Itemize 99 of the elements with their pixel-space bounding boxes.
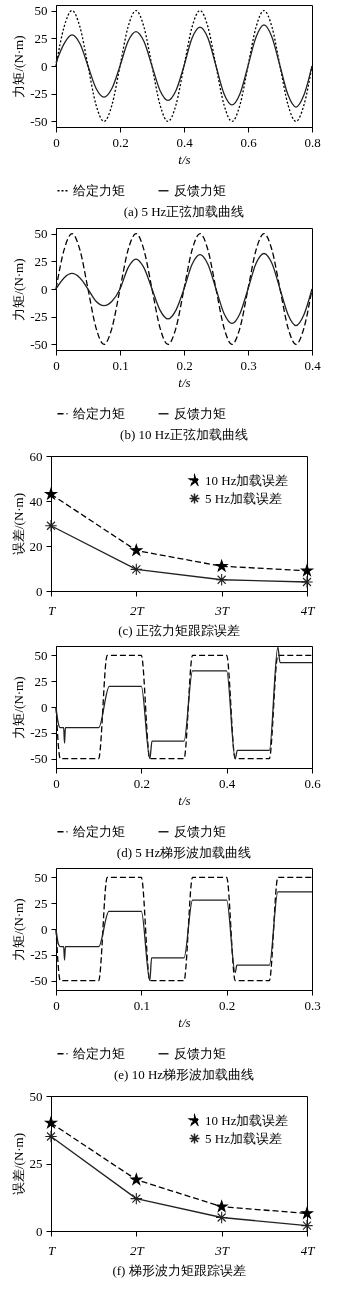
x-tick-label: 4T	[300, 602, 316, 618]
legend-label: 5 Hz加载误差	[205, 490, 282, 506]
y-tick-label: 0	[41, 58, 48, 74]
legend-label: 5 Hz加载误差	[205, 1130, 282, 1146]
legend-label: 反馈力矩	[174, 823, 226, 839]
x-tick-label: 0.3	[240, 357, 257, 373]
text: (f) 梯形波力矩跟踪误差	[112, 1263, 246, 1278]
y-tick-label: -50	[30, 973, 48, 989]
text: (a) 5 Hz正弦加载曲线	[123, 204, 245, 219]
x-tick-label: T	[47, 1242, 56, 1258]
legend-label: 10 Hz加载误差	[205, 1112, 289, 1128]
y-tick-label: 0	[41, 921, 48, 937]
x-tick-label: 2T	[129, 602, 145, 618]
legend-label: 反馈力矩	[174, 1045, 226, 1061]
legend-label: 给定力矩	[73, 823, 125, 839]
point	[301, 1207, 313, 1219]
point	[300, 1219, 314, 1232]
x-tick-label: 0.2	[112, 134, 129, 150]
y-tick-label: 0	[36, 1223, 43, 1239]
y-tick-label: 25	[34, 30, 48, 46]
y-tick-label: 50	[34, 226, 48, 242]
x-tick-label: 0.2	[133, 775, 150, 791]
y-tick-label: 60	[29, 448, 43, 464]
y-tick-label: 25	[29, 1156, 43, 1171]
point	[130, 1192, 143, 1205]
x-axis-title: t/s	[178, 792, 191, 808]
x-tick-label: 0.4	[176, 134, 194, 150]
x-tick-label: 0.8	[304, 134, 321, 150]
legend-label: 给定力矩	[73, 1045, 125, 1061]
point	[215, 1211, 228, 1224]
legend-label: 反馈力矩	[174, 405, 226, 421]
point	[215, 560, 228, 572]
x-tick-label: 0	[53, 357, 60, 373]
point	[301, 564, 313, 576]
x-tick-label: 3T	[214, 602, 230, 618]
x-tick-label: 0.6	[304, 775, 322, 791]
y-tick-label: 0	[36, 583, 43, 599]
y-tick-label: -25	[30, 309, 48, 325]
x-axis-title: t/s	[178, 151, 191, 167]
point	[44, 1130, 58, 1143]
y-axis-title: 力矩/(N·m)	[11, 676, 27, 739]
y-tick-label: 0	[41, 699, 48, 715]
y-axis-title: 误差/(N·m)	[10, 492, 26, 556]
x-tick-label: 0	[53, 997, 60, 1013]
legend-label: 反馈力矩	[174, 182, 226, 198]
point	[130, 563, 143, 576]
x-tick-label: 0.4	[304, 357, 322, 373]
x-tick-label: 0.6	[240, 134, 258, 150]
y-axis-title: 力矩/(N·m)	[11, 898, 27, 961]
y-tick-label: 20	[29, 538, 43, 554]
x-tick-label: 0.1	[112, 357, 129, 373]
y-tick-label: -50	[30, 113, 48, 129]
x-tick-label: 0	[53, 134, 60, 150]
y-tick-label: 50	[34, 647, 48, 663]
point	[215, 573, 228, 586]
text: (d) 5 Hz梯形波加载曲线	[116, 845, 252, 860]
x-tick-label: 0.3	[304, 997, 321, 1013]
text: (b) 10 Hz正弦加载曲线	[120, 427, 248, 442]
y-tick-label: 40	[29, 493, 43, 509]
y-tick-label: 25	[34, 253, 48, 269]
x-tick-label: 4T	[300, 1242, 316, 1258]
y-tick-label: -25	[30, 725, 48, 741]
point	[300, 575, 314, 589]
text: (c) 正弦力矩跟踪误差	[118, 623, 240, 638]
point	[45, 1116, 57, 1129]
line-series	[55, 24, 313, 108]
y-tick-label: 50	[29, 1088, 43, 1104]
text: (e) 10 Hz梯形波加载曲线	[113, 1067, 255, 1082]
y-axis-title: 误差/(N·m)	[10, 1132, 26, 1196]
y-tick-label: -25	[30, 947, 48, 963]
point	[215, 1200, 228, 1212]
y-axis-title: 力矩/(N·m)	[11, 258, 27, 321]
line-series	[55, 252, 313, 327]
x-tick-label: 0.4	[219, 775, 236, 791]
x-tick-label: T	[47, 602, 56, 618]
legend-label: 给定力矩	[73, 405, 125, 421]
x-tick-label: 3T	[214, 1242, 230, 1258]
point	[45, 488, 57, 500]
legend-label: 给定力矩	[73, 182, 125, 198]
x-tick-label: 0.1	[133, 997, 150, 1013]
point	[130, 1173, 143, 1185]
y-tick-label: -50	[30, 751, 48, 767]
y-tick-label: 50	[34, 3, 48, 19]
y-tick-label: 0	[41, 281, 48, 297]
y-tick-label: 25	[34, 673, 48, 689]
x-tick-label: 0	[53, 775, 60, 791]
x-axis-title: t/s	[178, 1014, 191, 1030]
y-tick-label: -50	[30, 336, 48, 352]
x-axis-title: t/s	[178, 374, 191, 390]
x-tick-label: 2T	[129, 1242, 145, 1258]
point	[130, 544, 143, 556]
y-axis-title: 力矩/(N·m)	[11, 35, 27, 98]
x-tick-label: 0.2	[219, 997, 236, 1013]
y-tick-label: 25	[34, 895, 48, 911]
y-tick-label: -25	[30, 86, 48, 102]
point	[44, 519, 58, 532]
legend-label: 10 Hz加载误差	[205, 472, 289, 488]
y-tick-label: 50	[34, 869, 48, 885]
x-tick-label: 0.2	[176, 357, 193, 373]
